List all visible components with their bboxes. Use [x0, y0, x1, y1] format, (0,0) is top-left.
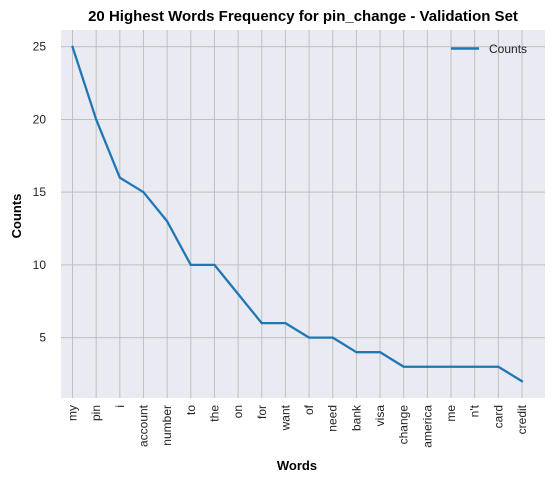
y-axis-ticks: 5 10 15 20 25 [33, 40, 47, 345]
x-tick-label: on [231, 405, 245, 418]
data-point [213, 263, 216, 266]
series-line-counts [71, 45, 524, 383]
x-tick-label: me [444, 405, 458, 422]
data-point [331, 336, 334, 339]
y-tick-label: 10 [33, 258, 47, 272]
x-tick-label: pin [89, 405, 103, 421]
x-tick-label: number [160, 405, 174, 446]
legend-label: Counts [489, 42, 527, 56]
y-tick-label: 5 [39, 331, 46, 345]
x-tick-label: for [255, 405, 269, 419]
grid [61, 30, 545, 398]
data-point [71, 45, 74, 48]
plot-area [61, 30, 545, 398]
chart-title: 20 Highest Words Frequency for pin_chang… [88, 8, 518, 25]
x-tick-label: my [66, 405, 80, 421]
y-tick-label: 20 [33, 112, 47, 126]
data-point [284, 322, 287, 325]
data-point [95, 118, 98, 121]
x-tick-label: bank [349, 404, 363, 431]
data-point [450, 365, 453, 368]
x-tick-label: to [184, 405, 198, 415]
data-points [71, 45, 523, 383]
data-point [142, 191, 145, 194]
data-point [379, 351, 382, 354]
x-axis-ticks: my pin i account number to the on for want of need b… [66, 404, 530, 448]
x-tick-label: card [491, 405, 505, 428]
data-point [355, 351, 358, 354]
data-point [473, 365, 476, 368]
data-point [521, 380, 523, 383]
data-point [189, 263, 192, 266]
y-tick-label: 25 [33, 40, 47, 54]
x-tick-label: credit [515, 404, 529, 434]
y-axis-label: Counts [9, 194, 24, 239]
data-point [426, 365, 429, 368]
legend: Counts [451, 42, 527, 56]
data-point [497, 365, 500, 368]
data-point [402, 365, 405, 368]
x-tick-label: change [397, 405, 411, 445]
data-point [166, 220, 169, 223]
x-tick-label: want [278, 404, 292, 431]
x-axis-label: Words [277, 458, 317, 473]
x-tick-label: visa [373, 405, 387, 427]
data-point [260, 322, 263, 325]
x-tick-label: america [420, 405, 434, 448]
x-tick-label: account [136, 404, 150, 447]
x-tick-label: i [113, 405, 127, 408]
data-point [308, 336, 311, 339]
y-tick-label: 15 [33, 185, 47, 199]
data-point [237, 293, 240, 295]
x-tick-label: n't [468, 404, 482, 417]
x-tick-label: need [326, 405, 340, 432]
x-tick-label: the [207, 405, 221, 422]
data-point [118, 176, 121, 179]
x-tick-label: of [302, 404, 316, 415]
